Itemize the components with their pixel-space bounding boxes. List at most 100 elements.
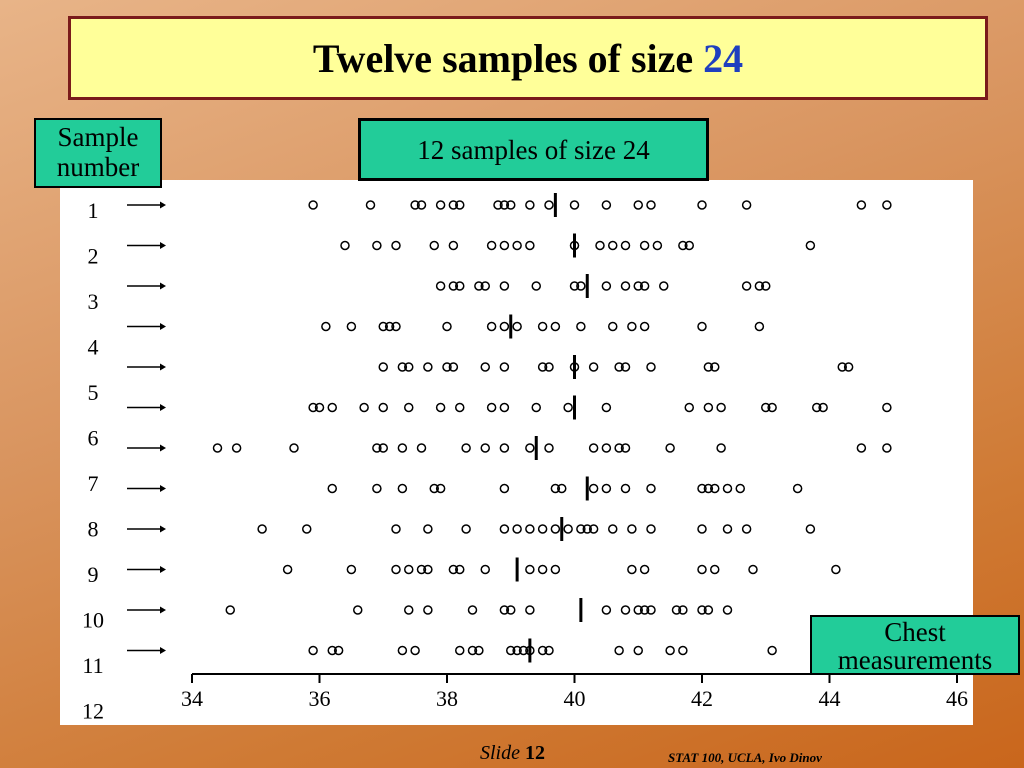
sample-row-label: 1 — [88, 198, 99, 223]
data-point — [455, 564, 465, 575]
data-point — [722, 483, 733, 494]
data-point — [563, 524, 573, 534]
data-point — [525, 200, 535, 210]
data-point — [448, 564, 459, 575]
data-point — [448, 362, 459, 372]
data-point — [455, 281, 465, 291]
data-point — [678, 605, 688, 615]
data-point — [697, 605, 707, 615]
data-point — [423, 524, 433, 534]
sample-row-label: 12 — [82, 699, 104, 724]
data-point — [569, 281, 580, 291]
course-credit: STAT 100, UCLA, Ivo Dinov — [668, 750, 822, 765]
data-point — [480, 281, 490, 291]
x-axis-caption: Chest measurements — [810, 615, 1020, 675]
data-point — [467, 605, 478, 615]
data-point — [639, 564, 650, 575]
data-point — [633, 200, 643, 210]
data-point — [588, 483, 599, 494]
data-point — [601, 200, 612, 210]
row-arrow-icon — [160, 485, 166, 492]
sample-number-label: Sample number — [34, 118, 162, 188]
data-point — [525, 443, 535, 453]
data-point — [882, 443, 892, 453]
slide-title: Twelve samples of size 24 — [68, 16, 988, 100]
data-point — [671, 605, 682, 615]
data-point — [710, 483, 720, 494]
data-point — [499, 321, 510, 332]
data-point — [467, 645, 478, 656]
data-point — [633, 645, 643, 656]
data-point — [486, 402, 497, 413]
data-point — [340, 240, 350, 251]
data-point — [486, 240, 497, 251]
data-point — [474, 281, 484, 291]
data-point — [678, 645, 688, 656]
row-arrow-icon — [160, 201, 166, 209]
data-point — [435, 281, 446, 291]
row-arrow-icon — [160, 606, 166, 614]
data-point — [544, 362, 554, 372]
chart-legend-label: 12 samples of size 24 — [358, 118, 709, 181]
data-point — [722, 524, 733, 534]
data-point — [627, 321, 637, 332]
x-tick-label: 38 — [436, 686, 458, 711]
data-point — [678, 240, 688, 251]
data-point — [639, 240, 650, 251]
data-point — [391, 524, 401, 534]
data-point — [569, 200, 580, 210]
data-point — [633, 281, 643, 291]
data-point — [397, 645, 408, 656]
data-point — [416, 564, 427, 575]
data-point — [741, 524, 752, 534]
data-point — [506, 200, 516, 210]
sample-row-label: 4 — [88, 335, 99, 360]
data-point — [378, 321, 388, 332]
x-tick-label: 40 — [564, 686, 586, 711]
data-point — [601, 443, 612, 453]
data-point — [792, 483, 803, 494]
data-point — [289, 443, 299, 453]
data-point — [404, 564, 414, 575]
data-point — [455, 645, 465, 656]
data-point — [703, 483, 714, 494]
data-point — [282, 564, 293, 575]
x-tick-label: 44 — [819, 686, 841, 711]
data-point — [461, 443, 471, 453]
data-point — [518, 645, 529, 656]
slide-title-main: Twelve samples of size — [312, 35, 694, 81]
data-point — [882, 402, 892, 413]
data-point — [646, 362, 656, 372]
data-point — [378, 443, 388, 453]
data-point — [710, 362, 720, 372]
data-point — [550, 564, 561, 575]
data-point — [416, 443, 427, 453]
data-point — [506, 645, 516, 656]
sample-row-label: 7 — [88, 471, 99, 496]
data-point — [474, 645, 484, 656]
data-point — [754, 321, 765, 332]
data-point — [856, 443, 867, 453]
data-point — [614, 362, 624, 372]
data-point — [703, 605, 714, 615]
data-point — [620, 281, 631, 291]
data-point — [761, 402, 771, 413]
data-point — [455, 402, 465, 413]
data-point — [537, 645, 548, 656]
data-point — [480, 362, 490, 372]
sample-row-label: 11 — [82, 653, 103, 678]
data-point — [620, 605, 631, 615]
data-point — [423, 605, 433, 615]
data-point — [212, 443, 223, 453]
data-point — [391, 240, 401, 251]
data-point — [831, 564, 841, 575]
data-point — [410, 200, 420, 210]
data-point — [588, 443, 599, 453]
data-point — [588, 524, 599, 534]
slide-title-accent: 24 — [703, 35, 744, 81]
data-point — [697, 321, 707, 332]
slide-label: Slide — [480, 742, 520, 764]
data-point — [302, 524, 312, 534]
data-point — [346, 564, 357, 575]
data-point — [684, 402, 694, 413]
